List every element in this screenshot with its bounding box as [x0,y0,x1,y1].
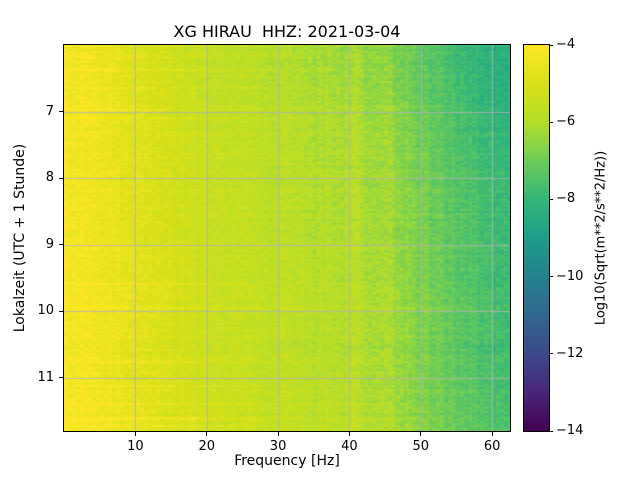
x-tick-label: 60 [483,439,501,454]
x-tick-label: 50 [412,439,430,454]
x-tick-label: 40 [341,439,358,454]
colorbar-tick-label: −12 [556,345,584,361]
colorbar-tick-mark [549,121,553,123]
y-tick-mark [59,177,63,179]
x-tick-label: 30 [269,439,287,454]
spectrogram-canvas [64,45,510,431]
x-tick-mark [491,432,493,436]
plot-title: XG HIRAU HHZ: 2021-03-04 [173,22,401,41]
x-tick-label: 20 [198,439,215,454]
y-tick-label: 9 [45,236,54,252]
colorbar-tick-mark [549,276,553,278]
y-tick-label: 8 [45,170,54,186]
x-tick-mark [420,432,422,436]
x-tick-label: 10 [127,439,144,454]
colorbar-tick-mark [549,430,553,432]
colorbar-tick-mark [549,44,553,46]
colorbar-label: Log10(Sqrt(m**2/s**2/Hz)) [593,150,609,326]
colorbar-tick-label: −14 [556,423,584,438]
x-tick-mark [348,432,350,436]
x-axis-label: Frequency [Hz] [234,453,340,469]
y-tick-mark [59,377,63,379]
colorbar-border [523,44,550,432]
y-tick-mark [59,310,63,312]
y-tick-label: 7 [45,103,54,119]
x-tick-mark [134,432,136,436]
colorbar-tick-label: −6 [556,114,576,130]
colorbar-tick-label: −10 [556,268,584,284]
colorbar-tick-mark [549,198,553,200]
y-tick-mark [59,111,63,113]
colorbar-canvas [524,45,549,431]
x-tick-mark [206,432,208,436]
y-tick-label: 10 [37,303,54,319]
plot-area-border [63,44,511,432]
colorbar-tick-label: −4 [556,37,576,52]
y-tick-label: 11 [37,369,54,385]
y-tick-mark [59,244,63,246]
x-tick-mark [277,432,279,436]
colorbar-tick-label: −8 [556,191,576,207]
colorbar-tick-mark [549,353,553,355]
